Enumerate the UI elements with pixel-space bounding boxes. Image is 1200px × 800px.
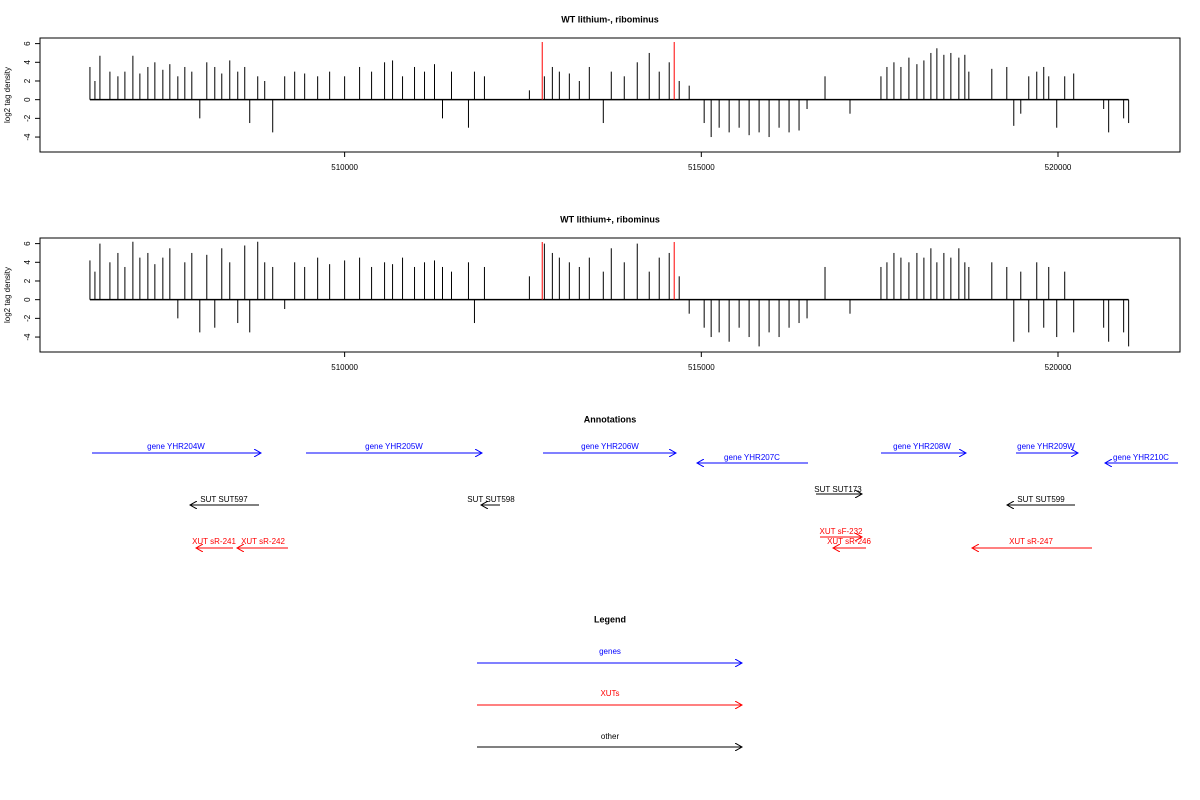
chart-title: WT lithium-, ribominus <box>561 14 659 24</box>
gene-label: gene YHR209W <box>1017 442 1075 451</box>
y-tick-label: -4 <box>23 333 32 341</box>
xut-label: XUT sR-246 <box>827 537 871 546</box>
annotations-title: Annotations <box>584 414 637 424</box>
y-axis-label: log2 tag density <box>3 267 12 323</box>
gene-arrows <box>92 453 1178 463</box>
charts: WT lithium-, ribominus log2 tag density -4… <box>3 14 1181 372</box>
y-tick-label: 2 <box>23 278 32 283</box>
x-tick-label: 520000 <box>1045 163 1072 172</box>
xut-label: XUT sR-241 <box>192 537 236 546</box>
y-tick-label: 2 <box>23 78 32 83</box>
xut-label: XUT sF-232 <box>820 527 864 536</box>
gene-label: gene YHR205W <box>365 442 423 451</box>
sut-label: SUT SUT173 <box>814 485 862 494</box>
y-tick-label: -4 <box>23 133 32 141</box>
y-tick-label: 0 <box>23 97 32 102</box>
gene-label: gene YHR206W <box>581 442 639 451</box>
chart-title: WT lithium+, ribominus <box>560 214 660 224</box>
x-tick-label: 510000 <box>331 163 358 172</box>
y-tick-label: 6 <box>23 41 32 46</box>
annotations: Annotations gene YHR204W gene YHR205W ge… <box>92 414 1178 548</box>
gene-label: gene YHR204W <box>147 442 205 451</box>
sut-label: SUT SUT599 <box>1017 495 1065 504</box>
x-tick-label: 520000 <box>1045 363 1072 372</box>
x-tick-label: 515000 <box>688 363 715 372</box>
legend-label: other <box>601 732 620 741</box>
x-tick-label: 510000 <box>331 363 358 372</box>
y-tick-label: -2 <box>23 114 32 122</box>
sut-label: SUT SUT597 <box>200 495 248 504</box>
y-tick-label: 0 <box>23 297 32 302</box>
gene-label: gene YHR207C <box>724 453 780 462</box>
plot-frame <box>39 237 1181 353</box>
legend-title: Legend <box>594 614 626 624</box>
sut-label: SUT SUT598 <box>467 495 515 504</box>
x-tick-label: 515000 <box>688 163 715 172</box>
gene-label: gene YHR208W <box>893 442 951 451</box>
sut-arrows <box>190 494 1075 505</box>
y-tick-label: 4 <box>23 60 32 65</box>
legend: Legend genes XUTs other <box>477 614 742 747</box>
y-tick-label: -2 <box>23 314 32 322</box>
legend-label: genes <box>599 647 621 656</box>
xut-arrows <box>196 537 1092 548</box>
xut-label: XUT sR-242 <box>241 537 285 546</box>
plot-frame <box>39 37 1181 153</box>
gene-label: gene YHR210C <box>1113 453 1169 462</box>
xut-label: XUT sR-247 <box>1009 537 1053 546</box>
legend-label: XUTs <box>600 689 619 698</box>
y-axis-label: log2 tag density <box>3 67 12 123</box>
y-tick-label: 4 <box>23 260 32 265</box>
y-tick-label: 6 <box>23 241 32 246</box>
